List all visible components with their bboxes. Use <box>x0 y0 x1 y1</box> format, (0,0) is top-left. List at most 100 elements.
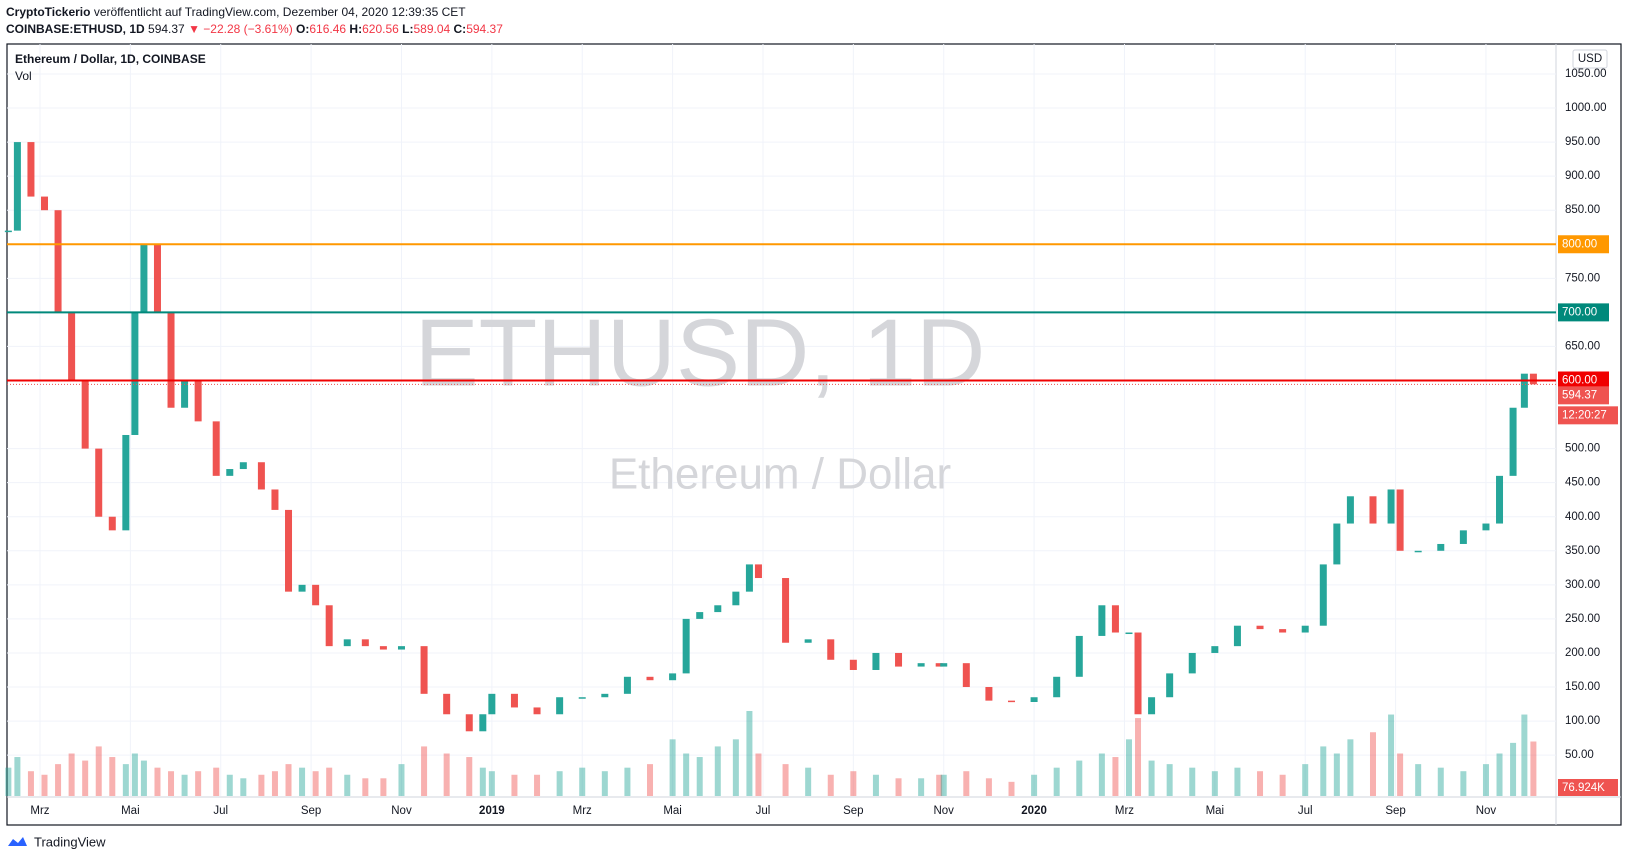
candle <box>1520 373 1528 408</box>
candle <box>443 693 451 715</box>
candle <box>732 591 740 606</box>
candle <box>361 639 369 647</box>
volume-bar <box>895 778 902 796</box>
volume-bar <box>398 764 405 796</box>
high: 620.56 <box>362 22 399 36</box>
volume-bar <box>1510 742 1517 796</box>
candle <box>194 380 202 422</box>
low: 589.04 <box>413 22 450 36</box>
y-tick-label: 300.00 <box>1565 579 1600 591</box>
currency-box[interactable] <box>1572 49 1608 69</box>
candle <box>54 210 62 313</box>
candle <box>646 676 654 681</box>
candle <box>935 663 943 667</box>
candle <box>1346 496 1354 524</box>
volume-bar <box>918 778 925 796</box>
candle <box>1396 489 1404 551</box>
y-tick-label: 100.00 <box>1565 715 1600 727</box>
y-tick-label: 500.00 <box>1565 443 1600 455</box>
legend-title: Ethereum / Dollar, 1D, COINBASE <box>15 52 206 66</box>
volume-bar <box>1369 732 1376 796</box>
symbol: COINBASE:ETHUSD, 1D <box>6 22 145 36</box>
volume-bar <box>226 774 233 796</box>
candle <box>623 676 631 694</box>
x-tick-label: Jul <box>1298 805 1313 817</box>
volume-bar <box>380 778 387 796</box>
y-tick-label: 50.00 <box>1565 749 1594 761</box>
candle <box>1319 564 1327 626</box>
volume-bar <box>940 774 947 796</box>
candle <box>397 646 405 650</box>
countdown: 12:20:27 <box>1562 409 1607 421</box>
candle <box>13 142 21 231</box>
candle <box>379 646 387 650</box>
y-tick-label: 750.00 <box>1565 272 1600 284</box>
candle <box>601 693 609 698</box>
volume-bar <box>1460 771 1467 796</box>
volume-bar <box>1302 764 1309 796</box>
candle <box>1166 673 1174 698</box>
x-tick-label: Sep <box>1385 805 1405 817</box>
volume-bar <box>1189 767 1196 796</box>
grid <box>7 44 1556 796</box>
candle <box>271 489 279 510</box>
author: CryptoTickerio <box>6 5 90 19</box>
volume-bar <box>479 767 486 796</box>
level-label: 800.00 <box>1562 238 1597 250</box>
volume-bar <box>488 771 495 796</box>
y-tick-label: 650.00 <box>1565 340 1600 352</box>
volume-bar <box>534 774 541 796</box>
candle <box>895 652 903 667</box>
volume-bar <box>1347 739 1354 796</box>
last: 594.37 <box>148 22 185 36</box>
candle <box>1496 475 1504 524</box>
watermark-name: Ethereum / Dollar <box>609 450 951 499</box>
candle <box>181 380 189 408</box>
candle <box>556 697 564 715</box>
volume-bar <box>109 757 116 796</box>
candle <box>1233 625 1241 647</box>
candle <box>4 230 12 233</box>
candle <box>1482 523 1490 531</box>
y-tick-label: 450.00 <box>1565 477 1600 489</box>
volume-bar <box>556 771 563 796</box>
plot <box>4 142 1556 796</box>
volume-bar <box>1148 760 1155 796</box>
logo-icon <box>8 837 27 846</box>
volume-bar <box>1482 764 1489 796</box>
candle <box>1279 629 1287 633</box>
x-tick-label: Mrz <box>573 805 592 817</box>
volume-bar <box>466 757 473 796</box>
candle <box>1509 407 1517 476</box>
x-tick-label: Nov <box>391 805 412 817</box>
o-label: O: <box>296 22 309 36</box>
volume-bar <box>647 764 654 796</box>
candle <box>782 578 790 643</box>
x-tick-label: 2020 <box>1021 805 1047 817</box>
candle <box>479 714 487 732</box>
candle <box>804 639 812 643</box>
y-tick-label: 400.00 <box>1565 511 1600 523</box>
volume-bar <box>511 774 518 796</box>
volume-bar <box>1496 753 1503 796</box>
volume-bar <box>285 764 292 796</box>
level-label-bg <box>1558 303 1609 322</box>
change: ▼ −22.28 (−3.61%) <box>188 22 293 36</box>
volume-bar <box>154 767 161 796</box>
volume-bar <box>1530 741 1537 796</box>
y-tick-label: 350.00 <box>1565 545 1600 557</box>
x-tick-label: Nov <box>933 805 954 817</box>
volume-bar <box>579 767 586 796</box>
volume-bar <box>14 757 21 796</box>
currency[interactable]: USD <box>1578 53 1602 65</box>
logo-text: TradingView <box>34 834 106 849</box>
candle <box>1437 543 1445 551</box>
candle <box>1098 605 1106 636</box>
candle <box>669 673 677 681</box>
volume-bar <box>326 767 333 796</box>
countdown-bg <box>1558 406 1618 425</box>
x-tick-label: Mrz <box>30 805 49 817</box>
volume-bar <box>131 753 138 796</box>
volume-bar <box>1076 760 1083 796</box>
